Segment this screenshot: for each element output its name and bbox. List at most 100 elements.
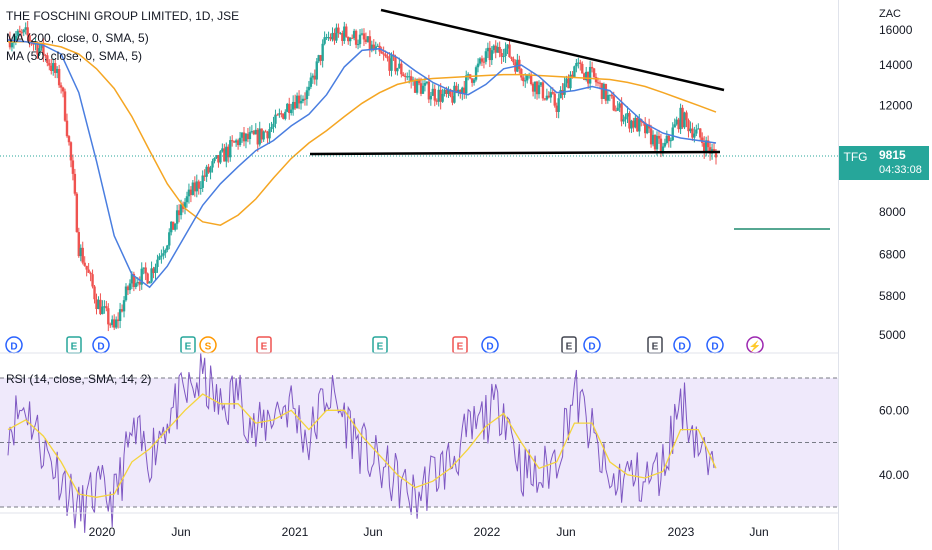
candle-body[interactable]	[649, 128, 653, 145]
candle-body[interactable]	[453, 85, 456, 103]
candle-body[interactable]	[274, 114, 277, 124]
candle-body[interactable]	[217, 155, 220, 163]
candle-body[interactable]	[488, 47, 492, 61]
candle-body[interactable]	[360, 33, 364, 35]
candle-body[interactable]	[699, 128, 702, 138]
candle-body[interactable]	[655, 135, 659, 150]
candle-body[interactable]	[594, 76, 598, 83]
candle-body[interactable]	[65, 120, 69, 137]
candle-body[interactable]	[333, 32, 336, 41]
candle-body[interactable]	[126, 286, 130, 291]
candle-body[interactable]	[447, 89, 450, 94]
candle-body[interactable]	[427, 81, 431, 100]
candle-body[interactable]	[470, 78, 474, 83]
candle-body[interactable]	[435, 100, 438, 102]
candle-body[interactable]	[632, 120, 635, 128]
candle-body[interactable]	[465, 75, 468, 94]
candle-body[interactable]	[443, 89, 446, 94]
support-line[interactable]	[309, 150, 721, 156]
candle-body[interactable]	[297, 95, 301, 104]
candle-body[interactable]	[154, 266, 157, 274]
candle-body[interactable]	[170, 221, 173, 233]
candle-body[interactable]	[484, 51, 488, 62]
candle-body[interactable]	[26, 27, 29, 36]
candle-body[interactable]	[223, 148, 226, 162]
candle-body[interactable]	[695, 129, 698, 134]
candle-body[interactable]	[337, 27, 340, 34]
candle-body[interactable]	[545, 95, 549, 100]
candle-body[interactable]	[512, 58, 515, 63]
candle-body[interactable]	[496, 46, 499, 53]
candle-body[interactable]	[221, 148, 224, 152]
candle-body[interactable]	[284, 111, 287, 119]
candle-body[interactable]	[417, 79, 421, 84]
candle-body[interactable]	[657, 135, 661, 139]
candle-body[interactable]	[675, 119, 678, 125]
candle-body[interactable]	[693, 133, 696, 138]
candle-body[interactable]	[211, 161, 214, 168]
candle-body[interactable]	[520, 68, 523, 78]
candle-body[interactable]	[213, 158, 216, 162]
candle-body[interactable]	[120, 309, 124, 312]
candle-body[interactable]	[400, 63, 403, 75]
candle-body[interactable]	[463, 87, 466, 94]
candle-body[interactable]	[451, 96, 454, 103]
candle-body[interactable]	[581, 63, 584, 74]
candle-body[interactable]	[577, 62, 580, 64]
candle-body[interactable]	[225, 146, 228, 162]
candle-body[interactable]	[260, 128, 263, 140]
candle-body[interactable]	[396, 68, 399, 72]
rsi-legend[interactable]: RSI (14, close, SMA, 14, 2)	[6, 372, 152, 386]
candle-body[interactable]	[339, 33, 342, 35]
candle-body[interactable]	[57, 68, 61, 86]
candle-body[interactable]	[341, 33, 344, 41]
candle-body[interactable]	[258, 128, 261, 145]
candle-body[interactable]	[71, 160, 75, 174]
candle-body[interactable]	[280, 113, 283, 115]
candle-body[interactable]	[183, 202, 187, 209]
candle-body[interactable]	[95, 299, 98, 309]
candle-body[interactable]	[374, 46, 377, 50]
candle-body[interactable]	[201, 175, 204, 188]
candle-body[interactable]	[606, 95, 610, 101]
candle-body[interactable]	[354, 30, 358, 45]
candle-body[interactable]	[352, 30, 356, 39]
candle-body[interactable]	[327, 37, 330, 39]
candle-body[interactable]	[681, 107, 684, 128]
candle-body[interactable]	[311, 75, 315, 78]
candle-body[interactable]	[193, 182, 197, 192]
candle-body[interactable]	[262, 131, 265, 140]
candle-body[interactable]	[433, 88, 436, 101]
candle-body[interactable]	[124, 286, 128, 301]
candle-body[interactable]	[272, 123, 275, 127]
candle-body[interactable]	[109, 324, 112, 326]
candle-body[interactable]	[286, 103, 289, 112]
candle-body[interactable]	[445, 89, 448, 94]
candle-body[interactable]	[415, 79, 419, 93]
candle-body[interactable]	[67, 136, 71, 143]
candle-body[interactable]	[266, 131, 269, 139]
candle-body[interactable]	[364, 39, 368, 42]
candle-body[interactable]	[638, 119, 641, 132]
candle-body[interactable]	[28, 35, 31, 42]
candle-body[interactable]	[547, 95, 551, 98]
candle-body[interactable]	[683, 112, 686, 128]
candle-body[interactable]	[54, 63, 57, 73]
candle-body[interactable]	[679, 107, 682, 130]
candle-body[interactable]	[345, 26, 348, 37]
candle-body[interactable]	[624, 116, 627, 120]
candle-body[interactable]	[687, 120, 690, 132]
candle-body[interactable]	[553, 93, 556, 106]
candle-body[interactable]	[494, 45, 497, 53]
rsi-line[interactable]	[7, 353, 715, 533]
candle-body[interactable]	[20, 32, 23, 34]
candle-body[interactable]	[288, 103, 291, 114]
candle-body[interactable]	[22, 29, 25, 33]
candle-body[interactable]	[539, 82, 543, 86]
candle-body[interactable]	[533, 81, 537, 92]
candle-body[interactable]	[645, 124, 649, 134]
candle-body[interactable]	[404, 75, 407, 77]
candle-body[interactable]	[437, 89, 440, 102]
candle-body[interactable]	[185, 196, 189, 203]
candle-body[interactable]	[168, 232, 171, 246]
